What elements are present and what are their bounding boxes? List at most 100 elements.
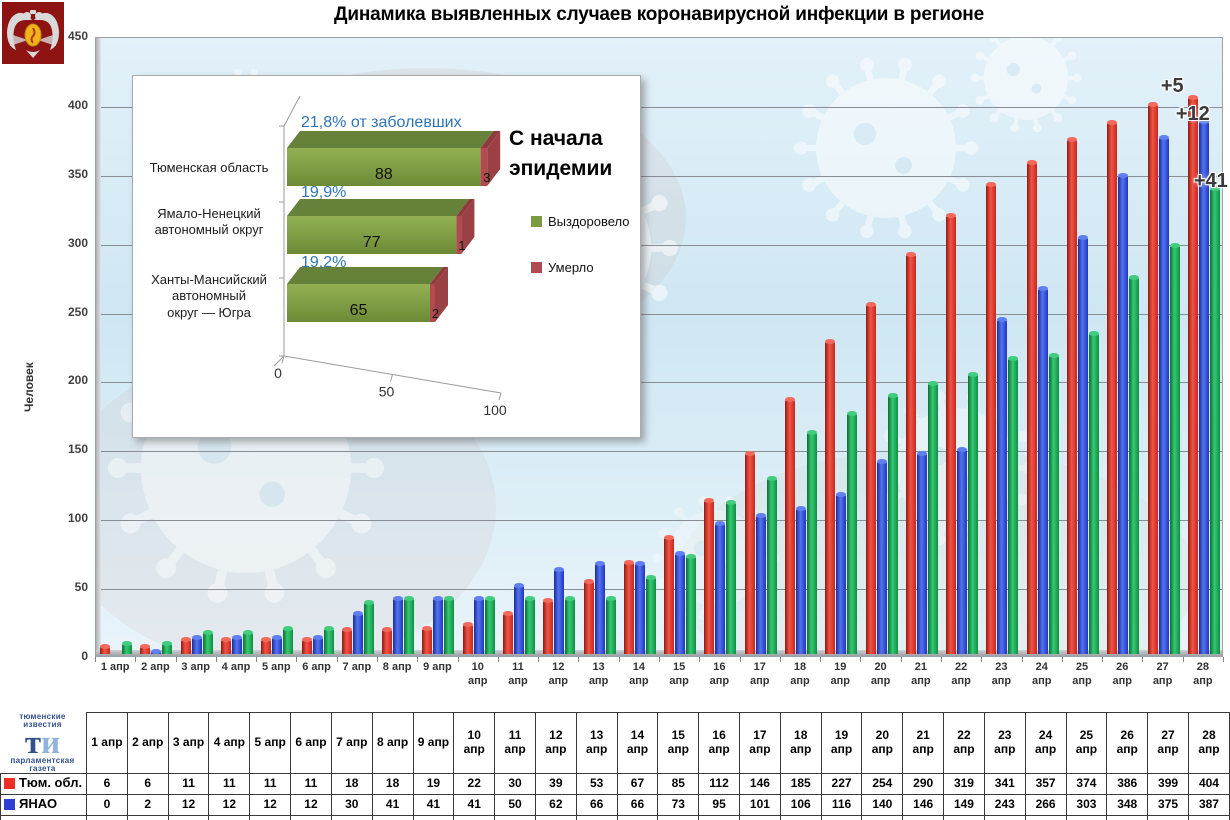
table-value-cell: 71 [657, 814, 700, 820]
inset-percent-label: 21,8% от заболевших [301, 114, 462, 131]
series-name: Тюм. обл. [19, 775, 83, 791]
table-date-header: 3 апр [167, 712, 210, 774]
table-value-cell: 12 [208, 793, 251, 816]
x-axis-tick [256, 657, 258, 662]
bar-group-22-апр [942, 212, 982, 654]
table-value-cell: 41 [412, 793, 455, 816]
died-bar-side [461, 199, 475, 254]
bar-ЯНАО-2-апр [151, 649, 162, 654]
bar-Тюмобл-21-апр [905, 252, 916, 654]
x-axis-label: 5 апр [261, 661, 291, 673]
bar-group-17-апр [741, 450, 781, 654]
x-axis-label: 12 апр [548, 661, 569, 688]
bar-Югра-9-апр [444, 595, 455, 654]
table-value-cell: 101 [739, 793, 781, 816]
x-axis-tick [699, 657, 701, 662]
died-value-label: 1 [458, 238, 465, 253]
x-axis-tick [135, 657, 137, 662]
x-axis-tick [417, 657, 419, 662]
bar-Тюмобл-4-апр [220, 636, 231, 654]
inset-x-tick [281, 355, 285, 364]
bar-ЯНАО-26-апр [1118, 172, 1129, 654]
table-value-cell: 149 [943, 793, 985, 816]
series-name: ЯНАО [19, 796, 58, 812]
recovered-bar-top [287, 267, 443, 284]
table-value-cell: 16 [208, 814, 251, 820]
y-tick-label: 350 [67, 166, 88, 181]
table-value-cell: 233 [1065, 814, 1108, 820]
agency-emblem-logo [2, 2, 64, 64]
gridline [96, 244, 1222, 246]
bar-group-4-апр [217, 629, 257, 654]
bar-Югра-8-апр [404, 595, 415, 654]
x-axis-label: 21 апр [911, 661, 931, 688]
bar-group-7-апр [338, 599, 378, 654]
bar-group-10-апр [459, 595, 499, 654]
legend-swatch [531, 216, 542, 227]
table-value-cell: 12 [290, 793, 332, 816]
bar-ЯНАО-10-апр [473, 595, 484, 654]
bar-Югра-18-апр [806, 430, 817, 654]
table-date-header: 15 апр [657, 712, 700, 774]
recovered-bar-front [287, 148, 481, 186]
bar-group-28-апр [1184, 95, 1224, 654]
bar-group-6-апр [297, 625, 337, 654]
y-tick-label: 0 [81, 649, 88, 663]
bar-group-1-апр [96, 640, 136, 654]
x-axis-label: 8 апр [382, 661, 412, 673]
table-date-header: 4 апр [208, 712, 251, 774]
page-title: Динамика выявленных случаев коронавирусн… [334, 4, 984, 25]
newspaper-logo-top-text: тюменские известия [19, 711, 66, 729]
bar-ЯНАО-28-апр [1198, 118, 1209, 654]
bar-group-24-апр [1023, 160, 1063, 654]
table-value-cell: 146 [739, 772, 781, 795]
bar-Тюмобл-14-апр [623, 559, 634, 654]
x-axis-label: 10 апр [467, 661, 488, 688]
bar-Тюмобл-28-апр [1187, 95, 1198, 654]
table-value-cell: 41 [453, 793, 496, 816]
annotation-plus41: +41 [1193, 170, 1228, 193]
inset-bar-1: 88 3 [287, 131, 501, 186]
x-axis-label: 20 апр [870, 661, 891, 688]
bar-ЯНАО-5-апр [272, 635, 283, 654]
table-value-cell: 66 [616, 793, 659, 816]
table-value-cell: 161 [779, 814, 822, 820]
bar-Югра-28-апр [1209, 186, 1220, 654]
table-date-header: 21 апр [902, 712, 945, 774]
table-value-cell: 217 [1024, 814, 1067, 820]
bar-group-8-апр [378, 595, 418, 654]
daily-cases-table: тюменские известия ти парламентская газета… [0, 712, 1230, 820]
inset-category-label: Ямало-Ненецкий автономный округ [154, 206, 264, 238]
table-date-header: 26 апр [1106, 712, 1149, 774]
table-row: Югра881616191938414141414141567111012816… [0, 814, 1230, 820]
x-axis-label: 26 апр [1112, 661, 1133, 688]
bar-ЯНАО-16-апр [715, 521, 726, 654]
table-value-cell: 41 [453, 814, 496, 820]
bar-Тюмобл-10-апр [462, 621, 473, 654]
x-axis-label: 23 апр [991, 661, 1012, 688]
died-bar-top [480, 131, 501, 148]
bar-Югра-20-апр [887, 392, 898, 654]
y-tick-label: 400 [67, 97, 88, 112]
bar-group-3-апр [177, 629, 217, 654]
bar-ЯНАО-19-апр [836, 492, 847, 654]
table-row: Тюм. обл. 6 6 11 11 11 11 18 18 19 22 30 39 53 67 85 112… [0, 772, 1230, 795]
bar-Тюмобл-20-апр [865, 302, 876, 654]
bar-ЯНАО-9-апр [433, 595, 444, 654]
bar-Тюмобл-5-апр [261, 636, 272, 654]
table-value-cell: 38 [330, 814, 373, 820]
bar-ЯНАО-24-апр [1037, 285, 1048, 654]
bar-Тюмобл-17-апр [744, 450, 755, 654]
table-value-cell: 338 [1187, 814, 1230, 820]
table-value-cell: 399 [1147, 772, 1189, 795]
bar-ЯНАО-23-апр [997, 317, 1008, 654]
newspaper-logo-bottom-text: парламентская газета [10, 755, 75, 773]
bar-Югра-10-апр [484, 595, 495, 654]
x-axis-tick [175, 657, 177, 662]
chart-left-wall [96, 38, 101, 656]
gridline [96, 175, 1222, 177]
bar-group-23-апр [982, 182, 1022, 654]
x-axis-tick [739, 657, 741, 662]
table-value-cell: 140 [861, 793, 904, 816]
table-value-cell: 188 [861, 814, 904, 820]
